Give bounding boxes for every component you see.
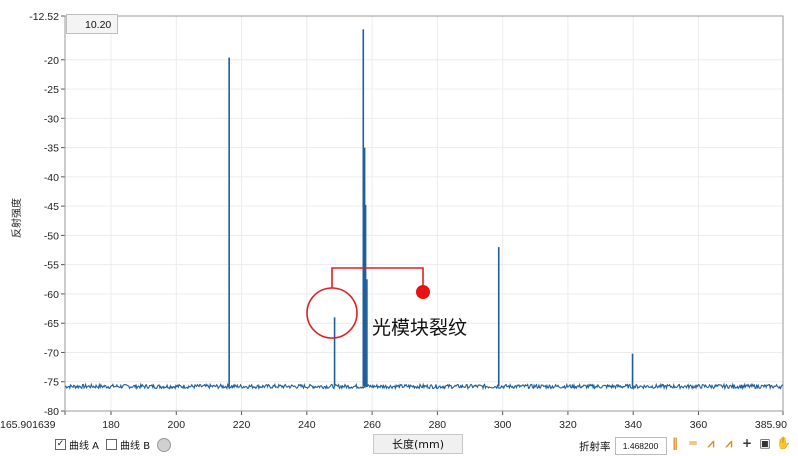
- chart-toolbar: ‖ ═ ⩘ ⩘ + ▣ ✋: [668, 436, 791, 450]
- y-tick-labels: -12.52 -20 -25 -30 -35 -40 -45 -50 -55 -60 -65 -70 -…: [29, 11, 59, 418]
- y-tick-label: -55: [44, 260, 59, 272]
- plot-frame: [64, 15, 784, 412]
- defect-circle: [306, 287, 358, 339]
- leader-dot: [416, 285, 430, 299]
- peak-marker-icon[interactable]: ⩘: [707, 436, 715, 450]
- y-tick-label: -75: [44, 377, 59, 389]
- annotation-text: 光模块裂纹: [372, 317, 467, 339]
- curve-b-checkbox[interactable]: [106, 439, 118, 450]
- y-tick-label: -80: [44, 406, 59, 418]
- y-tick-label: -20: [44, 55, 59, 67]
- y-tick-label: -12.52: [29, 11, 59, 23]
- x-tick-label: 180: [102, 419, 120, 431]
- peaks: [228, 29, 634, 387]
- legend: ✓ 曲线 A 曲线 B: [55, 437, 172, 452]
- x-tick-label: 360: [690, 419, 708, 431]
- y-tick-label: -70: [44, 347, 59, 359]
- axes: [61, 15, 784, 415]
- x-tick-label: 385.90: [755, 419, 787, 431]
- curve-color-swatch[interactable]: [157, 437, 172, 452]
- refractive-index-input[interactable]: 1.468200: [614, 437, 667, 455]
- x-tick-label: 340: [624, 419, 642, 431]
- x-axis-label: 长度(mm): [373, 434, 463, 454]
- zoom-icon[interactable]: ▣: [759, 436, 771, 450]
- cursor-value: 10.20: [85, 19, 112, 31]
- y-tick-label: -65: [44, 318, 59, 330]
- annotation: 光模块裂纹: [306, 267, 467, 339]
- y-tick-label: -30: [44, 113, 59, 125]
- curve-a-checkbox[interactable]: ✓: [55, 439, 66, 450]
- y-axis-label: 反射强度: [10, 198, 23, 238]
- curve-a-label: 曲线 A: [69, 441, 100, 452]
- x-tick-labels: 165.901639 180 200 220 240 260 280 300 320 340 360…: [0, 419, 787, 431]
- pan-hand-icon[interactable]: ✋: [776, 436, 791, 450]
- cursor-value-box[interactable]: 10.20: [66, 14, 118, 34]
- refractive-index-label: 折射率: [579, 440, 611, 453]
- vertical-cursors-icon[interactable]: ‖: [672, 436, 678, 450]
- peak-marker-2-icon[interactable]: ⩘: [725, 436, 733, 450]
- crosshair-icon[interactable]: +: [741, 436, 753, 450]
- series-trace-line: [64, 382, 784, 391]
- curve-b-label: 曲线 B: [120, 441, 151, 452]
- x-tick-label: 200: [168, 419, 186, 431]
- y-tick-label: -45: [44, 201, 59, 213]
- horizontal-cursors-icon[interactable]: ═: [689, 436, 697, 450]
- x-tick-label: 320: [559, 419, 577, 431]
- y-tick-label: -40: [44, 172, 59, 184]
- y-tick-label: -50: [44, 230, 59, 242]
- x-tick-label: 280: [429, 419, 447, 431]
- leader-line: [331, 267, 424, 292]
- x-tick-label: 220: [233, 419, 251, 431]
- refractive-index-control: 折射率 1.468200: [579, 437, 667, 455]
- y-tick-label: -25: [44, 84, 59, 96]
- x-tick-label: 165.901639: [0, 419, 56, 431]
- y-tick-label: -35: [44, 143, 59, 155]
- grid: [65, 16, 783, 411]
- x-tick-label: 300: [494, 419, 512, 431]
- x-tick-label: 240: [298, 419, 316, 431]
- x-tick-label: 260: [363, 419, 381, 431]
- y-tick-label: -60: [44, 289, 59, 301]
